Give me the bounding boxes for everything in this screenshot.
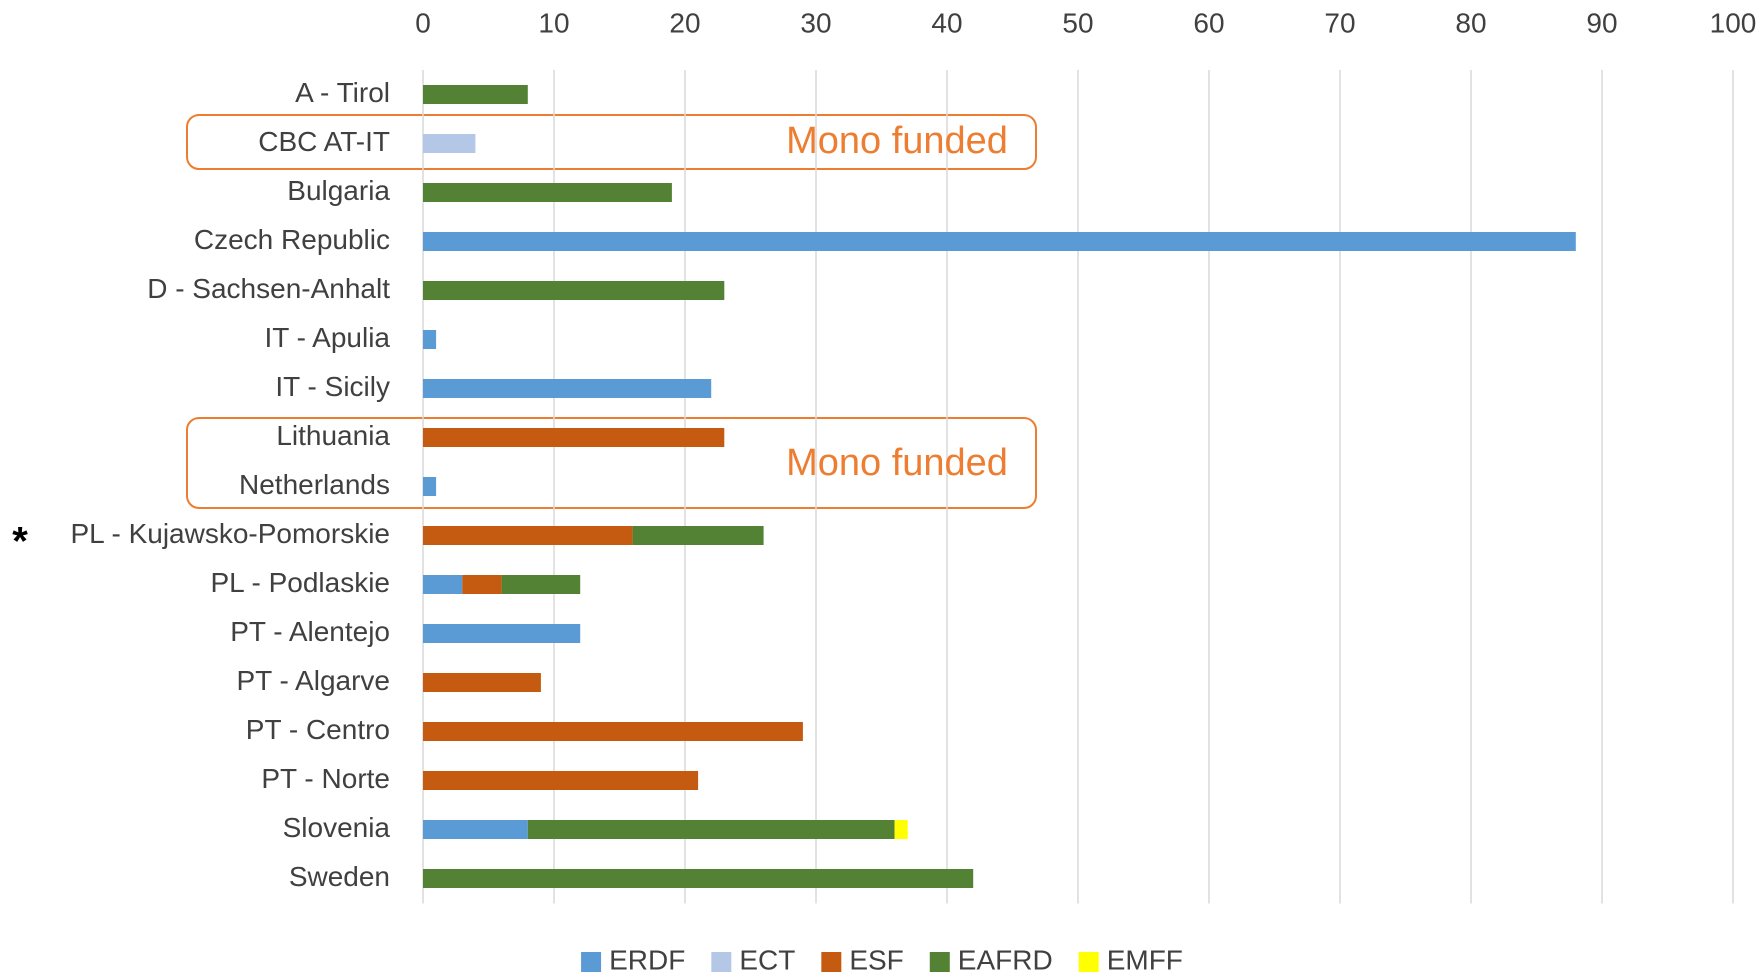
annotation: * [12,520,28,564]
legend-swatch [821,952,842,972]
bar-segment [501,575,581,594]
y-tick-label: Lithuania [276,420,390,451]
y-tick-label: PT - Norte [261,763,390,794]
y-tick-label: Netherlands [239,469,390,500]
y-tick-label: PL - Kujawsko-Pomorskie [70,518,390,549]
x-tick-label: 80 [1455,7,1486,38]
annotation-box [186,114,1037,170]
bar-segment [423,379,712,398]
y-tick-label: Czech Republic [194,224,390,255]
legend-label: ESF [849,944,903,975]
bar-segment [423,820,528,839]
bar-segment [423,183,672,202]
legend-swatch [581,952,602,972]
annotation: Mono funded [786,120,1008,162]
y-tick-label: IT - Apulia [264,322,390,353]
y-tick-label: Sweden [289,861,390,892]
annotation-box [186,417,1037,509]
y-tick-label: D - Sachsen-Anhalt [147,273,390,304]
x-tick-label: 90 [1586,7,1617,38]
bar-segment [423,624,581,643]
bar-segment [632,526,764,545]
y-tick-label: Slovenia [283,812,391,843]
bar-segment [423,85,528,104]
bar-segment [423,869,974,888]
bar-segment [423,232,1576,251]
bar-segment [894,820,908,839]
bar-segment [527,820,895,839]
x-tick-label: 60 [1193,7,1224,38]
legend-label: ECT [739,944,795,975]
bar-segment [423,722,803,741]
x-tick-label: 100 [1710,7,1757,38]
y-tick-label: Bulgaria [287,175,390,206]
bar-segment [423,575,463,594]
y-tick-label: A - Tirol [295,77,390,108]
y-tick-label: CBC AT-IT [258,126,390,157]
bar-segment [423,428,725,447]
y-tick-label: IT - Sicily [275,371,390,402]
legend-label: EMFF [1107,944,1183,975]
x-tick-label: 0 [415,7,431,38]
legend-swatch [711,952,732,972]
bar-segment [423,771,699,790]
x-tick-label: 30 [800,7,831,38]
bar-segment [423,477,437,496]
bar-segment [423,673,541,692]
y-tick-label: PT - Algarve [236,665,390,696]
legend-label: EAFRD [958,944,1053,975]
x-tick-label: 40 [931,7,962,38]
x-tick-label: 50 [1062,7,1093,38]
legend-swatch [929,952,950,972]
y-tick-label: PT - Alentejo [230,616,390,647]
y-tick-label: PT - Centro [246,714,390,745]
bar-segment [423,526,633,545]
y-tick-label: PL - Podlaskie [211,567,391,598]
bar-segment [462,575,502,594]
x-tick-label: 20 [669,7,700,38]
legend-label: ERDF [609,944,685,975]
bar-segment [423,281,725,300]
x-tick-label: 10 [538,7,569,38]
annotation: Mono funded [786,442,1008,484]
x-tick-label: 70 [1324,7,1355,38]
bar-segment [423,134,476,153]
bar-segment [423,330,437,349]
legend-swatch [1078,952,1099,972]
